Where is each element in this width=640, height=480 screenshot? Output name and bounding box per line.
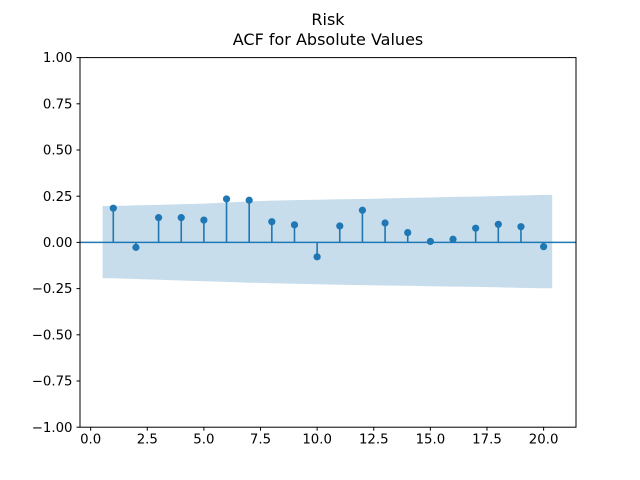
y-tick-label: 0.50 [43,144,73,159]
y-tick-label: 0.25 [43,190,73,205]
x-tick-label: 2.5 [137,433,158,448]
acf-stem-marker [540,243,548,251]
acf-stem-marker [132,243,140,251]
chart-title-line2: ACF for Absolute Values [232,29,424,49]
acf-stem-marker [517,223,525,231]
acf-stem-marker [404,229,412,237]
acf-stem-marker [426,237,434,246]
acf-stem-marker [245,196,253,204]
chart-title-line1: Risk [311,10,345,29]
x-tick-label: 0.0 [80,433,101,448]
y-tick-label: −0.50 [32,328,73,343]
x-tick-label: 20.0 [529,433,559,448]
chart-title: Risk ACF for Absolute Values [80,10,576,49]
y-tick-label: 1.00 [43,51,73,66]
x-tick-label: 10.0 [302,433,332,448]
y-tick-label: −0.25 [32,282,73,297]
acf-stem-marker [358,206,367,214]
acf-stem-marker [494,220,502,228]
y-tick-label: −0.75 [32,375,73,390]
acf-stem-marker [268,218,276,226]
acf-stem-marker [381,219,389,227]
acf-stem-marker [177,214,185,222]
x-tick-label: 7.5 [250,433,271,448]
acf-stem-marker [222,195,231,203]
y-tick-label: 0.75 [43,97,73,112]
acf-stem-marker [200,216,208,224]
confidence-band [102,194,553,289]
x-tick-label: 12.5 [359,433,389,448]
x-tick-label: 15.0 [416,433,446,448]
y-tick-label: −1.00 [32,421,73,436]
acf-stem-marker [336,222,344,230]
acf-stem-marker [313,253,321,261]
acf-stem-marker [472,224,480,232]
acf-stem-marker [154,214,163,222]
y-tick-label: 0.00 [43,236,73,251]
x-tick-label: 5.0 [193,433,214,448]
acf-stem-marker [449,235,457,243]
x-tick-label: 17.5 [472,433,502,448]
acf-stem-marker [290,221,299,229]
acf-stem-marker [109,204,117,212]
